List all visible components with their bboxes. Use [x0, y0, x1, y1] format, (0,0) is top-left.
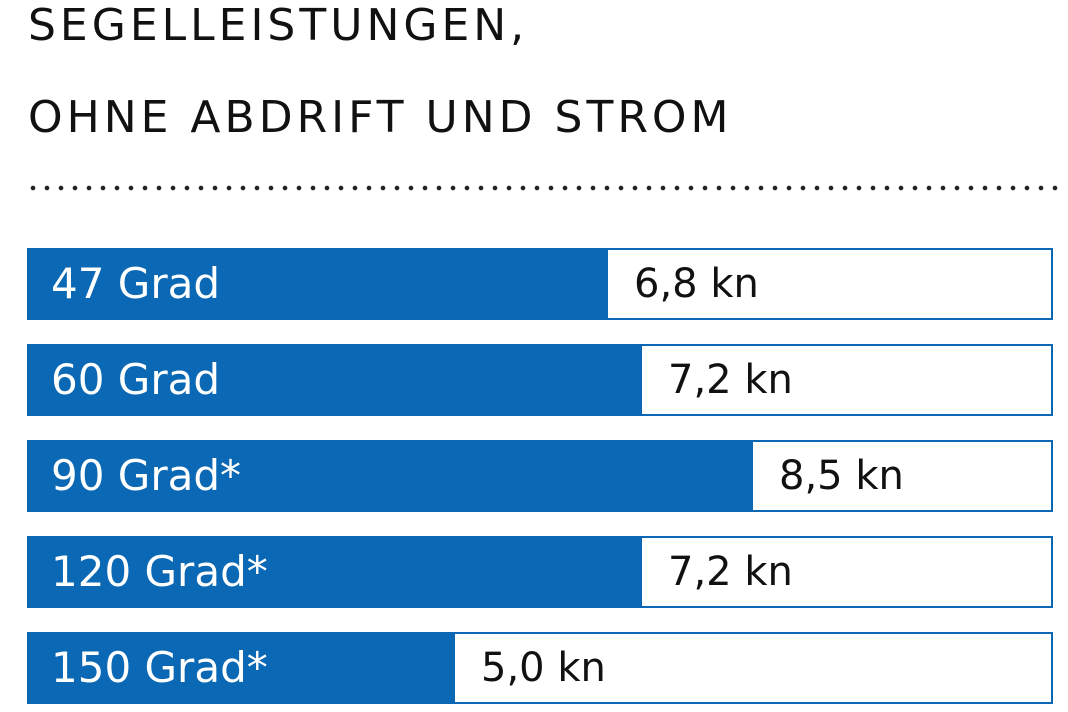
- bar-row: 47 Grad 6,8 kn: [27, 248, 1053, 320]
- bar-category-label: 47 Grad: [51, 259, 221, 308]
- bar-chart: 47 Grad 6,8 kn 60 Grad 7,2 kn 90 Grad* 8,5 kn…: [27, 248, 1053, 708]
- bar: [29, 250, 608, 318]
- bar-value-label: 7,2 kn: [668, 357, 793, 403]
- bar-value-label: 8,5 kn: [779, 453, 904, 499]
- bar: [29, 538, 642, 606]
- dotted-divider: [26, 184, 1058, 192]
- chart-title-line-1: SEGELLEISTUNGEN,: [28, 0, 529, 51]
- bar-category-label: 150 Grad*: [51, 643, 268, 692]
- chart-title-line-2: OHNE ABDRIFT UND STROM: [28, 92, 733, 143]
- bar: [29, 634, 455, 702]
- bar-row: 60 Grad 7,2 kn: [27, 344, 1053, 416]
- bar: [29, 442, 753, 510]
- bar-row: 150 Grad* 5,0 kn: [27, 632, 1053, 704]
- bar-value-label: 6,8 kn: [634, 261, 759, 307]
- bar-value-label: 7,2 kn: [668, 549, 793, 595]
- bar-category-label: 60 Grad: [51, 355, 221, 404]
- bar-category-label: 90 Grad*: [51, 451, 242, 500]
- bar-value-label: 5,0 kn: [481, 645, 606, 691]
- bar: [29, 346, 642, 414]
- bar-category-label: 120 Grad*: [51, 547, 268, 596]
- bar-row: 90 Grad* 8,5 kn: [27, 440, 1053, 512]
- bar-row: 120 Grad* 7,2 kn: [27, 536, 1053, 608]
